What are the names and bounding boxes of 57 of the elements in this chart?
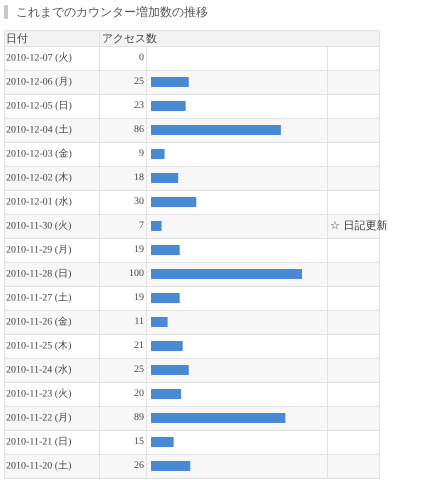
data-label: 9: [139, 147, 144, 161]
data-label: 21: [134, 339, 144, 353]
data-label: 11: [134, 315, 144, 329]
x-axis-title: アクセス数: [102, 31, 157, 46]
y-tick-label: 2010-12-06 (月): [6, 76, 72, 88]
bar: [151, 293, 180, 303]
data-label: 26: [134, 459, 144, 473]
y-axis-title: 日付: [6, 31, 28, 46]
chart-title: これまでのカウンター増加数の推移: [16, 4, 208, 21]
y-tick-label: 2010-11-30 (火): [6, 220, 72, 232]
y-tick-label: 2010-11-24 (水): [6, 364, 72, 376]
data-label: 18: [134, 171, 144, 185]
y-tick-label: 2010-11-23 (火): [6, 388, 72, 400]
y-tick-label: 2010-12-02 (木): [6, 172, 72, 184]
data-label: 19: [134, 291, 144, 305]
bar: [151, 149, 165, 159]
bar: [151, 269, 302, 279]
bar: [151, 461, 190, 471]
y-tick-label: 2010-12-05 (日): [6, 100, 72, 112]
text: ☆ 日記更新: [330, 218, 388, 234]
data-label: 86: [134, 123, 144, 137]
data-label: 89: [134, 411, 144, 425]
y-tick-label: 2010-11-21 (日): [6, 436, 72, 448]
data-label: 100: [129, 267, 144, 281]
bar: [151, 389, 182, 399]
data-label: 25: [134, 363, 144, 377]
bar: [151, 317, 168, 327]
y-tick-label: 2010-11-29 (月): [6, 244, 72, 256]
data-label: 19: [134, 243, 144, 257]
y-tick-label: 2010-11-20 (土): [6, 460, 72, 472]
bar: [151, 197, 196, 207]
data-label: 7: [139, 219, 144, 233]
y-tick-label: 2010-12-07 (火): [6, 52, 72, 64]
bar: [151, 437, 174, 447]
data-label: 15: [134, 435, 144, 449]
y-tick-label: 2010-11-25 (木): [6, 340, 72, 352]
bar: [151, 413, 286, 423]
y-tick-label: 2010-12-01 (水): [6, 196, 72, 208]
data-label: 20: [134, 387, 144, 401]
bar: [151, 221, 162, 231]
data-label: 25: [134, 75, 144, 89]
bar: [151, 245, 180, 255]
bar: [151, 101, 186, 111]
y-tick-label: 2010-11-28 (日): [6, 268, 72, 280]
bar: [151, 173, 178, 183]
y-tick-label: 2010-12-04 (土): [6, 124, 72, 136]
bar: [151, 365, 189, 375]
y-tick-label: 2010-11-26 (金): [6, 316, 72, 328]
bar: [151, 77, 189, 87]
data-label: 23: [134, 99, 144, 113]
y-tick-label: 2010-11-27 (土): [6, 292, 72, 304]
data-label: 30: [134, 195, 144, 209]
y-tick-label: 2010-12-03 (金): [6, 148, 72, 160]
bar: [151, 125, 281, 135]
data-label: 0: [139, 51, 144, 65]
y-tick-label: 2010-11-22 (月): [6, 412, 72, 424]
bar: [151, 341, 183, 351]
